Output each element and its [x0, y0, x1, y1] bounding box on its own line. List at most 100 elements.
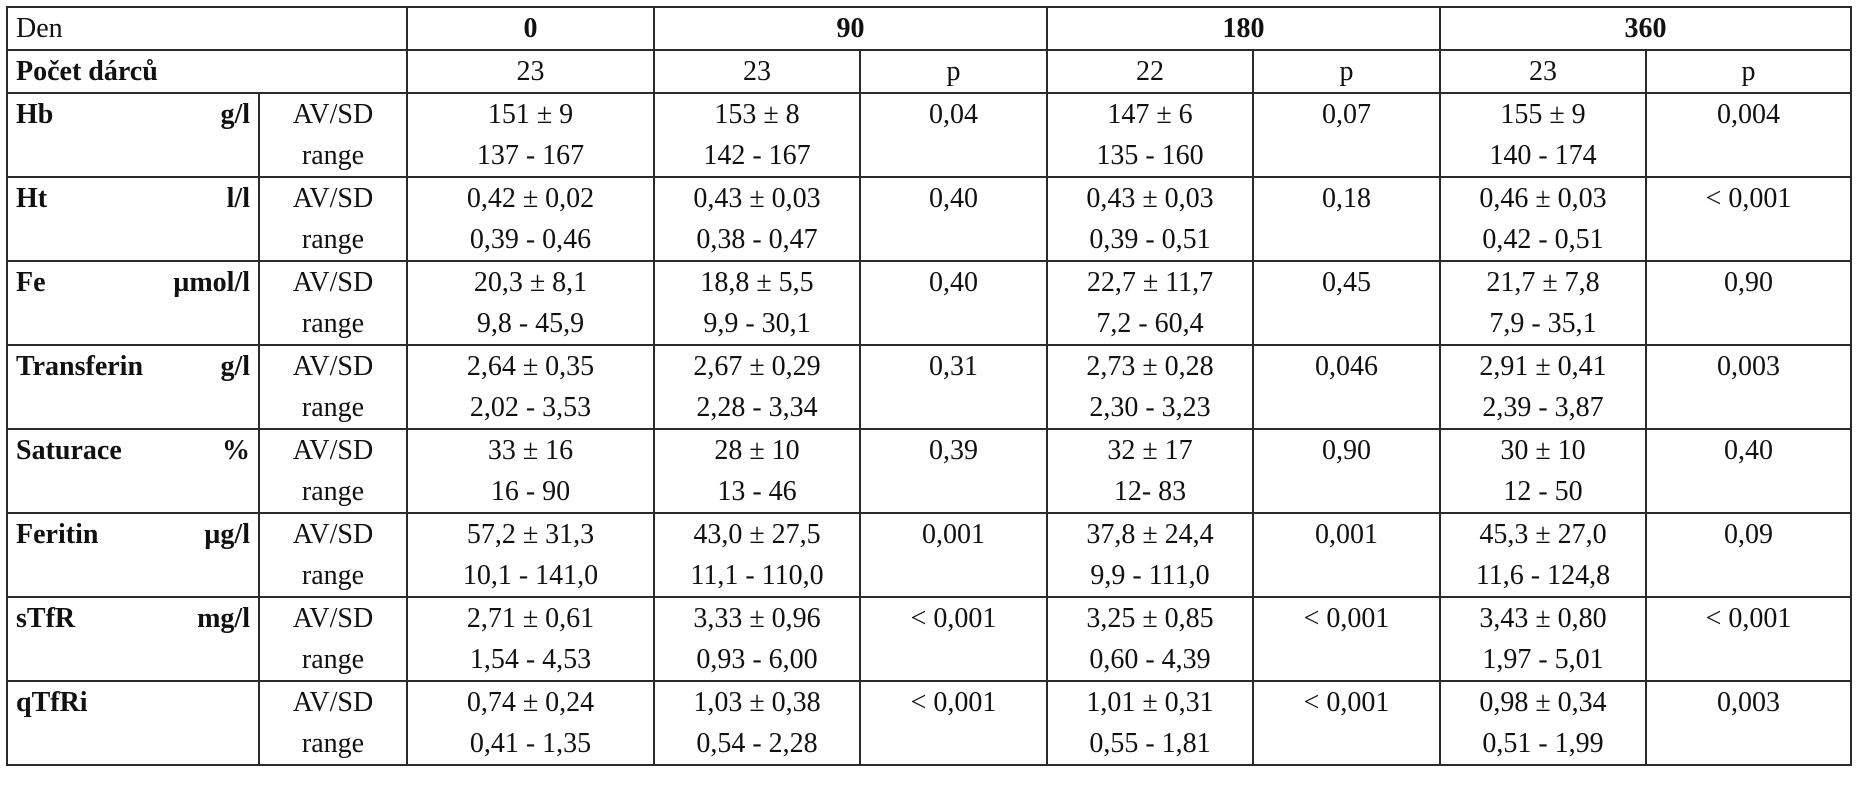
p-value: < 0,001 — [1303, 603, 1390, 634]
range-value: 9,9 - 111,0 — [1090, 560, 1210, 591]
mean-sd-value: 2,71 ± 0,61 — [466, 603, 595, 634]
mean-sd-value: 0,74 ± 0,24 — [466, 687, 595, 718]
value-cell-d180: 22,7 ± 11,7 7,2 - 60,4 — [1046, 260, 1254, 346]
parameter-name: Hb — [16, 99, 54, 130]
stat-label-cell: AV/SD range — [258, 176, 408, 262]
den-label: Den — [6, 6, 408, 51]
p-value: < 0,001 — [1705, 603, 1792, 634]
table-row: qTfRi AV/SD range 0,74 ± 0,24 0,41 - 1,35 1,0… — [6, 680, 1852, 766]
value-cell-d90: 153 ± 8 142 - 167 — [653, 92, 861, 178]
parameter-cell: Hb g/l — [6, 92, 260, 178]
p-value-cell-d180: 0,001 — [1252, 512, 1441, 598]
range-value: 0,42 - 0,51 — [1482, 224, 1604, 255]
value-cell-d0: 0,42 ± 0,02 0,39 - 0,46 — [406, 176, 655, 262]
parameter-cell: qTfRi — [6, 680, 260, 766]
parameter-name: Transferin — [16, 351, 144, 382]
value-cell-d360: 0,98 ± 0,34 0,51 - 1,99 — [1439, 680, 1647, 766]
p-value: 0,04 — [929, 99, 978, 130]
parameter-cell: Feritin µg/l — [6, 512, 260, 598]
range-value: 11,6 - 124,8 — [1475, 560, 1611, 591]
mean-sd-value: 155 ± 9 — [1500, 99, 1586, 130]
p-value: 0,07 — [1322, 99, 1371, 130]
p-value-cell-d360: < 0,001 — [1645, 596, 1852, 682]
mean-sd-value: 45,3 ± 27,0 — [1479, 519, 1607, 550]
p-value-cell-d180: 0,07 — [1252, 92, 1441, 178]
value-cell-d180: 37,8 ± 24,4 9,9 - 111,0 — [1046, 512, 1254, 598]
parameter-name: Ht — [16, 183, 48, 214]
stat-label-mean: AV/SD — [292, 435, 374, 466]
p-value-cell-d180: 0,45 — [1252, 260, 1441, 346]
range-value: 0,41 - 1,35 — [469, 728, 592, 759]
p-value-cell-d180: < 0,001 — [1252, 680, 1441, 766]
value-cell-d360: 155 ± 9 140 - 174 — [1439, 92, 1647, 178]
parameter-unit: g/l — [220, 351, 250, 382]
donor-count-0: 23 — [406, 49, 655, 94]
range-value: 0,93 - 6,00 — [696, 644, 818, 675]
value-cell-d180: 2,73 ± 0,28 2,30 - 3,23 — [1046, 344, 1254, 430]
p-value-cell-d180: 0,046 — [1252, 344, 1441, 430]
value-cell-d90: 0,43 ± 0,03 0,38 - 0,47 — [653, 176, 861, 262]
range-value: 135 - 160 — [1096, 140, 1204, 171]
range-value: 2,28 - 3,34 — [696, 392, 818, 423]
table-row: sTfR mg/l AV/SD range 2,71 ± 0,61 1,54 - 4,53… — [6, 596, 1852, 682]
p-value: < 0,001 — [1705, 183, 1792, 214]
p-value: 0,90 — [1322, 435, 1371, 466]
value-cell-d0: 20,3 ± 8,1 9,8 - 45,9 — [406, 260, 655, 346]
day-header-360: 360 — [1439, 6, 1852, 51]
mean-sd-value: 22,7 ± 11,7 — [1086, 267, 1214, 298]
p-value-cell-d90: < 0,001 — [859, 596, 1048, 682]
range-value: 0,38 - 0,47 — [696, 224, 818, 255]
parameter-unit: µg/l — [204, 519, 250, 550]
stat-label-cell: AV/SD range — [258, 428, 408, 514]
value-cell-d360: 0,46 ± 0,03 0,42 - 0,51 — [1439, 176, 1647, 262]
stat-label-range: range — [301, 392, 365, 423]
p-value: < 0,001 — [1303, 687, 1390, 718]
mean-sd-value: 2,91 ± 0,41 — [1479, 351, 1607, 382]
range-value: 2,39 - 3,87 — [1482, 392, 1604, 423]
stat-label-cell: AV/SD range — [258, 596, 408, 682]
p-value-cell-d360: 0,003 — [1645, 344, 1852, 430]
day-header-90: 90 — [653, 6, 1048, 51]
table-row: Feritin µg/l AV/SD range 57,2 ± 31,3 10,1 - 1… — [6, 512, 1852, 598]
range-value: 12- 83 — [1113, 476, 1187, 507]
mean-sd-value: 33 ± 16 — [487, 435, 574, 466]
p-header-360: p — [1645, 49, 1852, 94]
p-value: 0,31 — [929, 351, 978, 382]
p-value-cell-d90: 0,04 — [859, 92, 1048, 178]
range-value: 0,51 - 1,99 — [1482, 728, 1604, 759]
range-value: 0,39 - 0,46 — [469, 224, 592, 255]
mean-sd-value: 43,0 ± 27,5 — [693, 519, 821, 550]
stat-label-range: range — [301, 644, 365, 675]
value-cell-d90: 18,8 ± 5,5 9,9 - 30,1 — [653, 260, 861, 346]
range-value: 137 - 167 — [476, 140, 585, 171]
day-header-0: 0 — [406, 6, 655, 51]
p-value: 0,39 — [929, 435, 978, 466]
range-value: 10,1 - 141,0 — [462, 560, 599, 591]
parameter-unit: % — [222, 435, 250, 466]
value-cell-d90: 3,33 ± 0,96 0,93 - 6,00 — [653, 596, 861, 682]
range-value: 1,54 - 4,53 — [469, 644, 592, 675]
mean-sd-value: 18,8 ± 5,5 — [700, 267, 814, 298]
table-row: Ht l/l AV/SD range 0,42 ± 0,02 0,39 - 0,46 0,4… — [6, 176, 1852, 262]
parameter-unit: l/l — [226, 183, 250, 214]
range-value: 13 - 46 — [717, 476, 797, 507]
stat-label-range: range — [301, 560, 365, 591]
p-value: 0,90 — [1724, 267, 1773, 298]
p-value-cell-d360: 0,003 — [1645, 680, 1852, 766]
p-value-cell-d360: 0,09 — [1645, 512, 1852, 598]
p-value-cell-d180: 0,18 — [1252, 176, 1441, 262]
mean-sd-value: 3,43 ± 0,80 — [1479, 603, 1607, 634]
p-value: 0,40 — [929, 267, 978, 298]
donors-label: Počet dárců — [6, 49, 408, 94]
range-value: 9,9 - 30,1 — [703, 308, 811, 339]
p-value-cell-d90: 0,40 — [859, 176, 1048, 262]
p-value-cell-d360: < 0,001 — [1645, 176, 1852, 262]
parameter-name: sTfR — [16, 603, 76, 634]
range-value: 0,60 - 4,39 — [1089, 644, 1211, 675]
value-cell-d90: 28 ± 10 13 - 46 — [653, 428, 861, 514]
mean-sd-value: 1,01 ± 0,31 — [1086, 687, 1214, 718]
p-value-cell-d90: 0,001 — [859, 512, 1048, 598]
p-value-cell-d90: 0,31 — [859, 344, 1048, 430]
p-value: 0,40 — [929, 183, 978, 214]
mean-sd-value: 21,7 ± 7,8 — [1486, 267, 1600, 298]
